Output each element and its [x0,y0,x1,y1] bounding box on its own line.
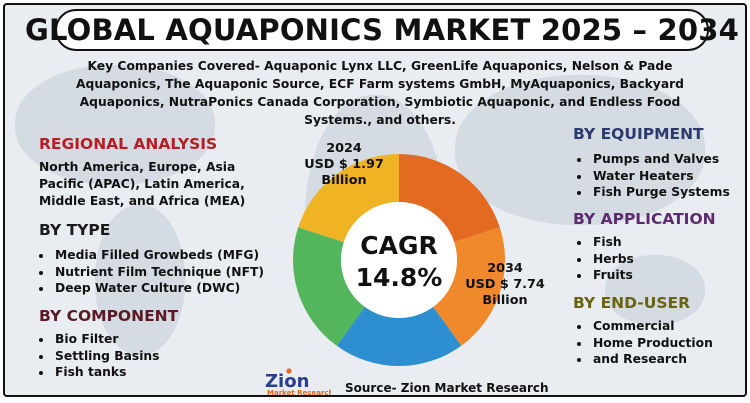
list-item: Fish Purge Systems [591,184,730,201]
logo-wordmark: Zion [265,371,309,392]
annotation-value: USD $ 7.74 [465,277,545,292]
regional-analysis-heading: REGIONAL ANALYSIS [39,135,218,153]
by-component-heading: BY COMPONENT [39,307,179,325]
by-equipment-heading: BY EQUIPMENT [573,125,704,143]
list-item: and Research [591,351,713,368]
logo-subtitle: Market Research [267,389,331,397]
list-item: Settling Basins [53,348,160,365]
by-application-list: Fish Herbs Fruits [575,234,634,284]
cagr-donut-chart: CAGR 14.8% [293,154,505,366]
annotation-unit: Billion [482,293,528,308]
list-item: Fruits [591,267,634,284]
by-component-list: Bio Filter Settling Basins Fish tanks [37,331,160,381]
source-text: Source- Zion Market Research [345,381,549,395]
infographic: GLOBAL AQUAPONICS MARKET 2025 – 2034 Key… [3,3,747,397]
donut-slice-1 [399,154,500,243]
by-end-user-heading: BY END-USER [573,294,691,312]
by-type-list: Media Filled Growbeds (MFG) Nutrient Fil… [37,247,264,297]
list-item: Herbs [591,251,634,268]
donut-slice-2 [433,227,505,346]
by-type-heading: BY TYPE [39,221,111,239]
list-item: Media Filled Growbeds (MFG) [53,247,264,264]
map-shape-north-america [15,65,215,185]
map-shape-australia [605,255,705,325]
annotation-value: USD $ 1.97 [304,157,384,172]
list-item: Deep Water Culture (DWC) [53,280,264,297]
donut-slice-5 [298,154,399,243]
page-title: GLOBAL AQUAPONICS MARKET 2025 – 2034 [25,9,739,51]
by-equipment-list: Pumps and Valves Water Heaters Fish Purg… [575,151,730,201]
list-item: Fish tanks [53,364,160,381]
list-item: Nutrient Film Technique (NFT) [53,264,264,281]
list-item: Commercial [591,318,713,335]
cagr-value: 14.8% [356,263,443,292]
list-item: Home Production [591,335,713,352]
annotation-2034: 2034 USD $ 7.74 Billion [445,261,565,309]
list-item: Pumps and Valves [591,151,730,168]
by-application-heading: BY APPLICATION [573,210,716,228]
annotation-2025: 2024 USD $ 1.97 Billion [289,141,399,189]
annotation-unit: Billion [321,173,367,188]
list-item: Water Heaters [591,168,730,185]
list-item: Bio Filter [53,331,160,348]
donut-slice-3 [336,306,462,366]
companies-text: Key Companies Covered- Aquaponic Lynx LL… [76,59,684,127]
donut-slice-4 [293,227,365,346]
cagr-label: CAGR [360,231,437,260]
donut-center [341,202,457,318]
regional-analysis-text: North America, Europe, Asia Pacific (APA… [39,160,246,208]
logo-dot [286,368,292,374]
annotation-year: 2024 [326,141,362,156]
by-end-user-list: Commercial Home Production and Research [575,318,713,368]
map-shape-south-america [95,205,185,355]
map-shape-asia [455,75,705,225]
list-item: Fish [591,234,634,251]
zion-logo: Zion Market Research [265,368,331,397]
annotation-year: 2034 [487,261,523,276]
